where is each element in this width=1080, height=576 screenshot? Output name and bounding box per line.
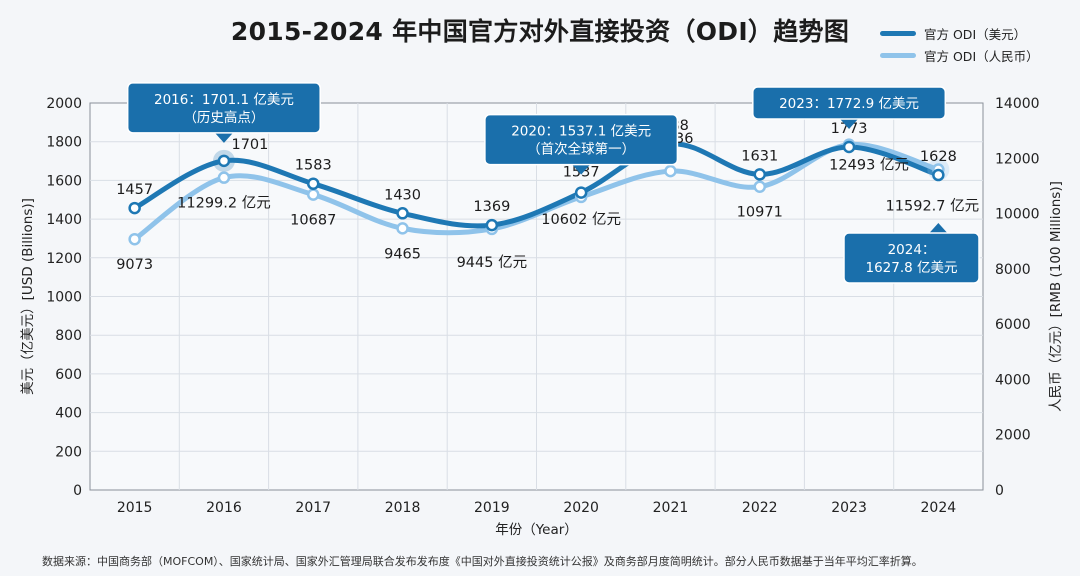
series-line-usd: [132, 141, 941, 229]
y-tick-label-right: 2000: [995, 428, 1031, 444]
legend-item-rmb: 官方 ODI（人民币）: [880, 44, 1039, 66]
y-tick-label-left: 1200: [46, 251, 82, 267]
data-label-rmb: 10687: [290, 213, 336, 229]
data-label-usd: 1369: [473, 199, 510, 215]
x-tick-label: 2015: [117, 500, 153, 516]
chart-title: 2015-2024 年中国官方对外直接投资（ODI）趋势图: [230, 17, 850, 46]
footnote: 数据来源：中国商务部（MOFCOM）、国家统计局、国家外汇管理局联合发布发布度《…: [42, 555, 923, 568]
y-tick-label-right: 10000: [995, 207, 1040, 223]
y-tick-label-left: 1400: [46, 212, 82, 228]
data-point-usd: [753, 168, 766, 181]
x-tick-label: 2020: [563, 500, 599, 516]
callout-2016-pointer: [214, 132, 233, 143]
data-point-rmb: [217, 171, 231, 184]
y-tick-label-left: 400: [55, 406, 82, 422]
data-point-rmb: [128, 232, 141, 246]
callout-2024-text: 1627.8 亿美元: [865, 260, 957, 276]
legend-item-usd: 官方 ODI（美元）: [880, 22, 1039, 44]
x-tick-label: 2021: [653, 500, 689, 516]
data-label-usd: 1583: [295, 158, 332, 174]
callout-2023-text: 2023：1772.9 亿美元: [779, 96, 919, 112]
callout-2016: [126, 82, 321, 134]
data-label-rmb: 12493 亿元: [829, 157, 909, 174]
legend-swatch-usd: [880, 30, 916, 36]
x-axis-title: 年份（Year）: [495, 522, 578, 538]
callout-2020-text: （首次全球第一）: [527, 141, 635, 158]
y-tick-label-right: 6000: [995, 317, 1031, 333]
data-point-usd: [485, 218, 499, 232]
x-tick-label: 2023: [831, 500, 867, 516]
legend: 官方 ODI（美元） 官方 ODI（人民币）: [880, 22, 1039, 66]
data-point-rmb: [396, 222, 409, 235]
y-tick-label-left: 1800: [46, 135, 82, 151]
legend-swatch-rmb: [880, 52, 916, 58]
legend-label-usd: 官方 ODI（美元）: [924, 26, 1027, 42]
callout-2024: [843, 232, 980, 284]
x-tick-label: 2018: [385, 500, 421, 516]
legend-label-rmb: 官方 ODI（人民币）: [924, 48, 1039, 64]
callout-2020-text: 2020：1537.1 亿美元: [511, 124, 651, 140]
callout-2016-text: 2016：1701.1 亿美元: [154, 92, 294, 108]
callout-2023-pointer: [840, 118, 859, 129]
data-point-usd: [842, 140, 856, 154]
y-tick-label-right: 0: [995, 483, 1004, 499]
y-tick-label-right: 4000: [995, 372, 1031, 388]
y-tick-label-right: 8000: [995, 262, 1031, 278]
y-tick-label-left: 200: [55, 444, 82, 460]
callout-2020: [484, 113, 679, 166]
y-tick-label-left: 1600: [46, 173, 82, 189]
data-point-rmb: [307, 188, 320, 201]
data-point-rmb: [664, 164, 677, 178]
callout-2024-pointer: [929, 223, 948, 234]
data-label-rmb: 9445 亿元: [457, 254, 528, 271]
x-tick-label: 2019: [474, 500, 510, 516]
y-tick-label-right: 14000: [995, 96, 1040, 112]
data-point-usd: [932, 168, 945, 182]
x-tick-label: 2017: [295, 500, 331, 516]
callout-2024-text: 2024：: [888, 242, 936, 258]
data-point-usd: [128, 201, 141, 215]
y-tick-label-right: 12000: [995, 151, 1040, 167]
x-tick-label: 2016: [206, 500, 242, 516]
y-tick-label-left: 0: [73, 483, 82, 499]
data-point-usd: [217, 154, 231, 168]
y-tick-label-left: 600: [55, 367, 82, 383]
data-point-rmb: [753, 180, 766, 193]
data-point-usd: [396, 207, 409, 220]
data-point-usd: [307, 177, 320, 190]
y-tick-label-left: 1000: [46, 290, 82, 306]
data-label-usd: 1628: [920, 149, 957, 165]
callout-2020-pointer: [572, 164, 591, 175]
x-tick-label: 2024: [921, 500, 957, 516]
x-tick-label: 2022: [742, 500, 778, 516]
y-tick-label-left: 800: [55, 328, 82, 344]
data-label-usd: 1631: [741, 148, 778, 164]
data-label-rmb: 10971: [737, 205, 783, 221]
data-label-rmb: 10602 亿元: [541, 211, 621, 228]
data-label-usd: 1457: [116, 182, 153, 198]
data-label-rmb: 11299.2 亿元: [177, 195, 271, 212]
data-label-rmb: 11592.7 亿元: [886, 198, 980, 215]
callout-2023: [752, 86, 947, 120]
data-label-usd: 1430: [384, 187, 421, 203]
y-tick-label-left: 2000: [46, 96, 82, 112]
callout-2016-text: （历史高点）: [183, 109, 264, 126]
data-label-rmb: 9465: [384, 246, 421, 262]
y-axis-title-right: 人民币（亿元）[RMB (100 Millions)]: [1048, 181, 1064, 412]
data-label-usd: 1701: [231, 137, 268, 153]
data-point-usd: [574, 186, 588, 199]
data-label-rmb: 9073: [116, 257, 153, 273]
y-axis-title-left: 美元（亿美元）[USD (Billions)]: [20, 198, 36, 395]
